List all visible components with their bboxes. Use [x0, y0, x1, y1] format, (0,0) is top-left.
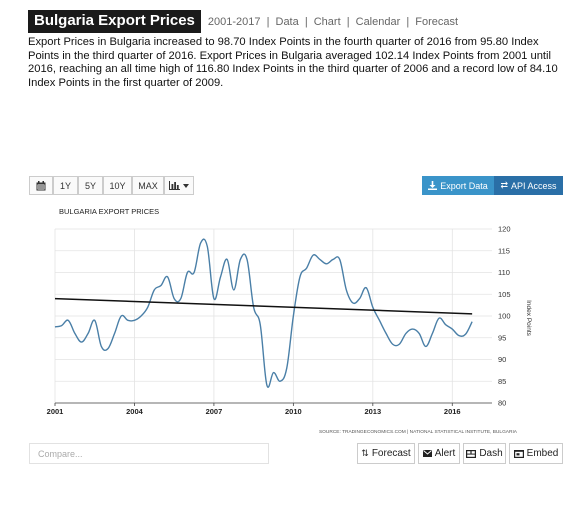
range-10y-button[interactable]: 10Y: [103, 176, 132, 195]
x-tick-label: 2016: [444, 407, 461, 416]
export-data-button[interactable]: Export Data: [422, 176, 494, 195]
export-data-label: Export Data: [440, 180, 488, 191]
link-forecast[interactable]: Forecast: [415, 15, 459, 28]
y-tick-label: 120: [498, 225, 511, 234]
y-tick-label: 115: [498, 246, 510, 255]
y-axis: 80 85 90 95 100 105 110 115 120: [498, 225, 511, 408]
alert-label: Alert: [434, 448, 456, 459]
year-range: 2001-2017: [207, 15, 261, 28]
x-tick-label: 2007: [206, 407, 223, 416]
y-tick-label: 100: [498, 312, 511, 321]
y-tick-label: 85: [498, 377, 506, 386]
bar-chart-icon: [169, 181, 180, 190]
embed-icon: [513, 449, 524, 458]
x-tick-label: 2001: [47, 407, 64, 416]
x-axis: 2001 2004 2007 2010 2013 2016: [47, 402, 492, 416]
y-tick-label: 110: [498, 268, 510, 277]
chart-type-button[interactable]: [164, 176, 194, 195]
y-tick-label: 105: [498, 290, 511, 299]
compare-input[interactable]: [29, 443, 269, 464]
page-header: Bulgaria Export Prices 2001-2017 | Data …: [28, 10, 458, 33]
x-tick-label: 2013: [364, 407, 381, 416]
y-tick-label: 80: [498, 399, 506, 408]
exchange-icon: ⇄: [500, 180, 508, 190]
range-1y-button[interactable]: 1Y: [53, 176, 78, 195]
description-text: Export Prices in Bulgaria increased to 9…: [28, 36, 558, 89]
chart-grid: [54, 228, 492, 404]
forecast-button[interactable]: ⇅ Forecast: [357, 443, 415, 464]
y-axis-label: Index Points: [525, 300, 532, 337]
chart-title: BULGARIA EXPORT PRICES: [59, 207, 159, 216]
forecast-label: Forecast: [371, 448, 411, 459]
series-line-export-prices: [54, 238, 473, 388]
header-links: 2001-2017 | Data | Chart | Calendar | Fo…: [208, 16, 458, 28]
y-tick-label: 90: [498, 355, 506, 364]
envelope-icon: [422, 450, 432, 457]
range-max-button[interactable]: MAX: [132, 176, 164, 195]
calendar-button[interactable]: [29, 176, 53, 195]
series-line-trend: [54, 297, 473, 315]
chart-source: SOURCE: TRADINGECONOMICS.COM | NATIONAL …: [319, 429, 518, 435]
dash-button[interactable]: Dash: [463, 443, 506, 464]
alert-button[interactable]: Alert: [418, 443, 460, 464]
embed-label: Embed: [526, 448, 559, 459]
x-tick-label: 2010: [285, 407, 302, 416]
x-tick-label: 2004: [126, 407, 144, 416]
api-access-label: API Access: [511, 180, 557, 191]
chart-toolbar: 1Y 5Y 10Y MAX Export Data ⇄ API Access: [29, 176, 563, 196]
page-title: Bulgaria Export Prices: [28, 10, 201, 33]
chart-series: [54, 238, 473, 388]
range-5y-button[interactable]: 5Y: [78, 176, 103, 195]
sort-icon: ⇅: [361, 448, 369, 458]
link-separator: |: [304, 15, 308, 28]
calendar-icon: [36, 180, 46, 190]
link-chart[interactable]: Chart: [313, 15, 341, 28]
link-separator: |: [406, 15, 410, 28]
caret-down-icon: [183, 183, 189, 188]
link-separator: |: [346, 15, 350, 28]
y-tick-label: 95: [498, 333, 506, 342]
dash-label: Dash: [479, 448, 503, 459]
embed-button[interactable]: Embed: [509, 443, 563, 464]
dashboard-icon: [466, 449, 477, 458]
link-data[interactable]: Data: [275, 15, 299, 28]
api-access-button[interactable]: ⇄ API Access: [494, 176, 563, 195]
link-calendar[interactable]: Calendar: [355, 15, 401, 28]
download-icon: [428, 181, 438, 190]
compare-bar: ⇅ Forecast Alert Dash Embed: [29, 443, 563, 466]
link-separator: |: [266, 15, 270, 28]
